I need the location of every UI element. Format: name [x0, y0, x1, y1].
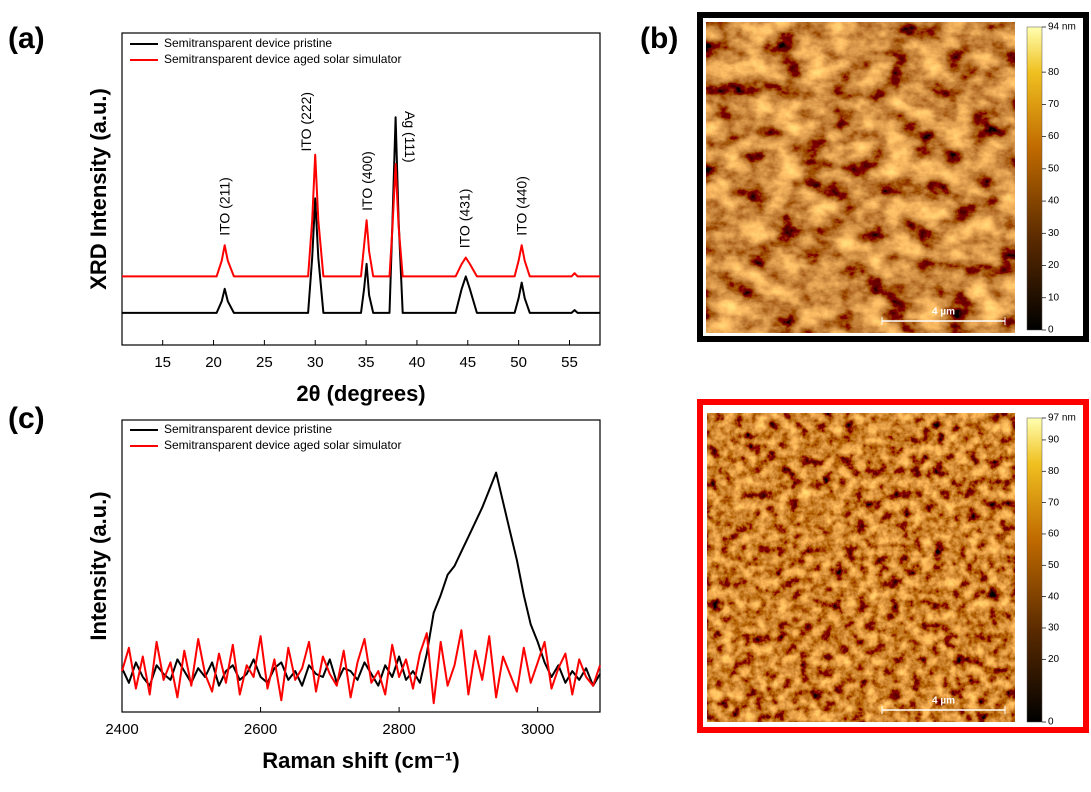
- peak-annotation: ITO (222): [298, 92, 314, 152]
- colorbar-tick-label: 0: [1048, 717, 1054, 728]
- colorbar-tick-label: 50: [1048, 560, 1060, 571]
- x-axis-label: 2θ (degrees): [296, 381, 425, 406]
- x-tick-label: 55: [561, 354, 578, 371]
- x-tick-label: 25: [256, 354, 273, 371]
- colorbar-tick-label: 90: [1048, 435, 1060, 446]
- colorbar-tick-label: 97 nm: [1048, 413, 1076, 424]
- y-axis-label: XRD Intensity (a.u.): [86, 88, 111, 290]
- colorbar: [1026, 26, 1043, 331]
- scale-bar-label: 4 µm: [932, 307, 955, 318]
- plot-frame: [121, 419, 601, 713]
- legend-label: Semitransparent device aged solar simula…: [164, 52, 401, 66]
- panel-label: (a): [8, 22, 45, 55]
- panel-label: (b): [640, 22, 678, 55]
- x-tick-label: 3000: [521, 721, 554, 738]
- legend-label: Semitransparent device aged solar simula…: [164, 438, 401, 452]
- colorbar-tick-label: 40: [1048, 591, 1060, 602]
- series-line: [122, 153, 600, 278]
- colorbar-tick-label: 70: [1048, 99, 1060, 110]
- y-axis-label: Intensity (a.u.): [86, 491, 111, 640]
- colorbar-tick-label: 50: [1048, 163, 1060, 174]
- x-tick-label: 2600: [244, 721, 277, 738]
- colorbar-tick-label: 0: [1048, 325, 1054, 336]
- x-tick-label: 30: [307, 354, 324, 371]
- afm-image: [706, 22, 1015, 333]
- x-tick-label: 35: [358, 354, 375, 371]
- afm-image: [707, 413, 1015, 722]
- colorbar-tick-label: 60: [1048, 529, 1060, 540]
- peak-annotation: ITO (440): [513, 176, 529, 236]
- colorbar-tick-label: 60: [1048, 131, 1060, 142]
- x-tick-label: 40: [409, 354, 426, 371]
- peak-annotation: ITO (400): [359, 151, 375, 211]
- legend-label: Semitransparent device pristine: [164, 422, 332, 436]
- x-tick-label: 50: [510, 354, 527, 371]
- series-line: [121, 471, 601, 687]
- colorbar: [1026, 417, 1043, 723]
- colorbar-tick-label: 20: [1048, 260, 1060, 271]
- x-tick-label: 15: [154, 354, 171, 371]
- panel-label: (c): [8, 402, 45, 435]
- legend-label: Semitransparent device pristine: [164, 36, 332, 50]
- peak-annotation: Ag (111): [402, 111, 418, 163]
- x-tick-label: 45: [459, 354, 476, 371]
- x-tick-label: 20: [205, 354, 222, 371]
- colorbar-tick-label: 94 nm: [1048, 22, 1076, 33]
- colorbar-tick-label: 80: [1048, 466, 1060, 477]
- colorbar-tick-label: 30: [1048, 623, 1060, 634]
- peak-annotation: ITO (431): [456, 189, 472, 249]
- peak-annotation: ITO (211): [216, 177, 232, 236]
- colorbar-tick-label: 40: [1048, 196, 1060, 207]
- x-tick-label: 2400: [105, 721, 138, 738]
- colorbar-tick-label: 30: [1048, 228, 1060, 239]
- x-axis-label: Raman shift (cm⁻¹): [262, 748, 459, 773]
- plot-frame: [121, 32, 601, 346]
- colorbar-tick-label: 10: [1048, 292, 1060, 303]
- colorbar-tick-label: 20: [1048, 654, 1060, 665]
- x-tick-label: 2800: [382, 721, 415, 738]
- colorbar-tick-label: 80: [1048, 67, 1060, 78]
- series-line: [121, 629, 601, 705]
- colorbar-tick-label: 70: [1048, 497, 1060, 508]
- scale-bar-label: 4 µm: [932, 696, 955, 707]
